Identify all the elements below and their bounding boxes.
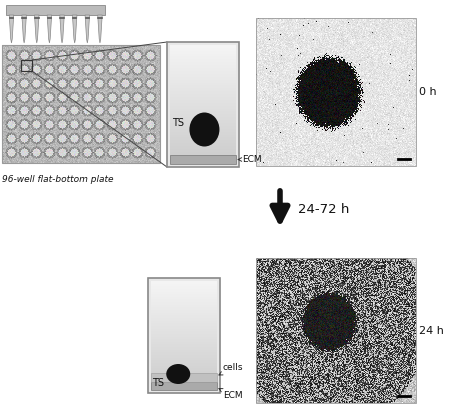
- Bar: [151, 281, 217, 390]
- Bar: [151, 382, 217, 390]
- Polygon shape: [60, 15, 64, 43]
- Polygon shape: [85, 15, 90, 43]
- Bar: [256, 258, 416, 403]
- Bar: [170, 45, 236, 164]
- Bar: [148, 278, 220, 393]
- Polygon shape: [22, 15, 27, 43]
- Bar: [167, 42, 239, 167]
- Bar: [151, 373, 217, 382]
- Polygon shape: [73, 15, 77, 43]
- Text: 24 h: 24 h: [419, 325, 444, 335]
- Bar: [256, 18, 416, 166]
- Bar: [21, 60, 32, 71]
- Text: ECM: ECM: [238, 155, 262, 164]
- Polygon shape: [98, 15, 102, 43]
- Ellipse shape: [190, 112, 219, 147]
- Polygon shape: [35, 15, 39, 43]
- Text: 0 h: 0 h: [419, 87, 437, 97]
- Bar: [6, 5, 105, 15]
- Text: TS: TS: [172, 117, 184, 127]
- Ellipse shape: [166, 364, 190, 384]
- Bar: [170, 155, 236, 164]
- Polygon shape: [9, 15, 14, 43]
- Bar: [2, 45, 160, 163]
- Text: cells: cells: [219, 363, 244, 375]
- Text: 24-72 h: 24-72 h: [298, 203, 349, 215]
- Text: 96-well flat-bottom plate: 96-well flat-bottom plate: [2, 175, 113, 184]
- Polygon shape: [47, 15, 52, 43]
- Text: ECM: ECM: [219, 389, 243, 400]
- Text: TS: TS: [152, 378, 164, 388]
